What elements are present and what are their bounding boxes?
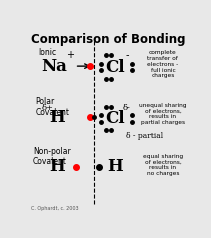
Text: Cl: Cl [106, 110, 125, 127]
Text: Comparison of Bonding: Comparison of Bonding [31, 33, 185, 46]
Text: Na: Na [41, 58, 67, 75]
Text: H: H [108, 159, 123, 175]
Text: unequal sharing
of electrons,
results in
partial charges: unequal sharing of electrons, results in… [139, 103, 187, 125]
Text: δ - partial: δ - partial [126, 132, 163, 140]
Text: C. Ophardt, c. 2003: C. Ophardt, c. 2003 [31, 206, 79, 211]
Text: +: + [66, 50, 74, 60]
Text: Non-polar
Covalent: Non-polar Covalent [33, 147, 71, 166]
Text: δ-: δ- [123, 104, 130, 112]
Text: -: - [125, 50, 129, 60]
Text: Cl: Cl [106, 59, 125, 75]
Text: δ+: δ+ [42, 104, 54, 112]
Text: complete
transfer of
electrons -
full ionic
charges: complete transfer of electrons - full io… [147, 50, 179, 78]
Text: equal sharing
of electrons,
results in
no charges: equal sharing of electrons, results in n… [143, 154, 183, 176]
Text: H: H [49, 109, 65, 126]
Text: Polar
Covalent: Polar Covalent [35, 97, 69, 117]
Text: Ionic: Ionic [38, 48, 56, 57]
Text: H: H [49, 159, 65, 175]
